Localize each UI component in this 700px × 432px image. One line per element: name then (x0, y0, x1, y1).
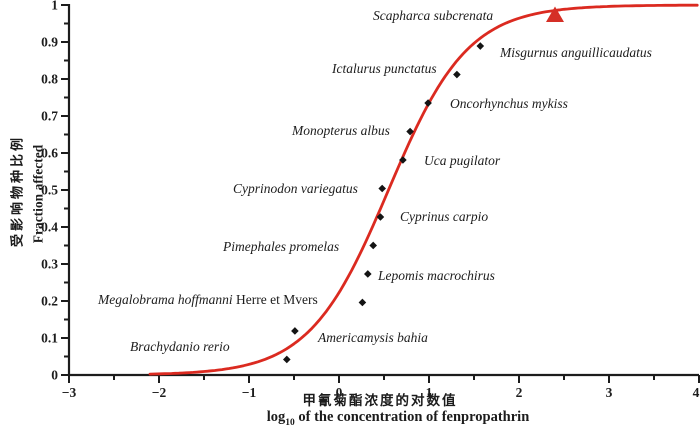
species-label: Uca pugilator (424, 153, 501, 168)
x-tick-label: 4 (693, 385, 700, 400)
x-tick-label: 0 (336, 385, 343, 400)
species-label: Megalobrama hoffmanni Herre et Mvers (97, 292, 318, 307)
species-label: Oncorhynchus mykiss (450, 96, 568, 111)
x-tick-label: 3 (606, 385, 613, 400)
y-tick-label: 0.2 (41, 294, 58, 309)
y-axis-label-chinese: 受影响物种比例 (9, 134, 25, 248)
x-tick-label: −3 (62, 385, 77, 400)
species-label: Pimephales promelas (222, 239, 339, 254)
species-label: Misgurnus anguillicaudatus (499, 45, 652, 60)
y-tick-label: 0.5 (41, 183, 58, 198)
y-axis-label-english: Fraction affected (30, 144, 46, 244)
y-tick-label: 0 (51, 368, 58, 383)
data-point-diamond (406, 127, 414, 136)
x-axis-label-english: log10 of the concentration of fenpropath… (266, 409, 530, 428)
species-label: Cyprinodon variegatus (233, 181, 358, 196)
species-label: Lepomis macrochirus (377, 268, 495, 283)
species-label: Cyprinus carpio (400, 209, 488, 224)
x-tick-label: −2 (152, 385, 167, 400)
data-point-diamond (399, 156, 407, 164)
x-axis-label-chinese: 甲氰菊酯浓度的对数值 (302, 393, 458, 408)
species-label: Ictalurus punctatus (331, 61, 437, 76)
data-point-diamond (291, 327, 299, 335)
y-tick-label: 0.7 (41, 109, 58, 124)
data-point-diamond (378, 184, 386, 193)
y-tick-label: 0.8 (41, 72, 58, 87)
y-tick-label: 0.9 (41, 35, 58, 50)
species-label: Americamysis bahia (317, 330, 428, 345)
data-point-diamond (424, 99, 432, 107)
x-tick-label: −1 (242, 385, 257, 400)
x-tick-label: 2 (516, 385, 523, 400)
y-tick-label: 0.3 (41, 257, 58, 272)
species-label: Monopterus albus (291, 123, 390, 138)
y-tick-label: 1 (51, 0, 58, 13)
data-point-diamond (476, 42, 485, 50)
y-tick-label: 0.4 (41, 220, 58, 235)
y-tick-label: 0.6 (41, 146, 58, 161)
y-tick-label: 0.1 (41, 331, 58, 346)
species-label: Brachydanio rerio (130, 339, 230, 354)
species-label: Scapharca subcrenata (373, 8, 493, 23)
ssd-curve (148, 3, 699, 376)
data-point-diamond (364, 270, 372, 278)
data-point-triangle (546, 6, 564, 23)
data-point-diamond (358, 298, 367, 307)
data-point-diamond (283, 355, 291, 364)
data-point-diamond (376, 213, 385, 221)
xlabel-log-subscript: 10 (285, 417, 295, 428)
xlabel-rest-text: of the concentration of fenpropathrin (294, 409, 530, 425)
xlabel-log-text: log (266, 409, 286, 425)
data-point-diamond (369, 241, 377, 250)
x-tick-label: 1 (426, 385, 433, 400)
data-point-diamond (453, 70, 461, 79)
